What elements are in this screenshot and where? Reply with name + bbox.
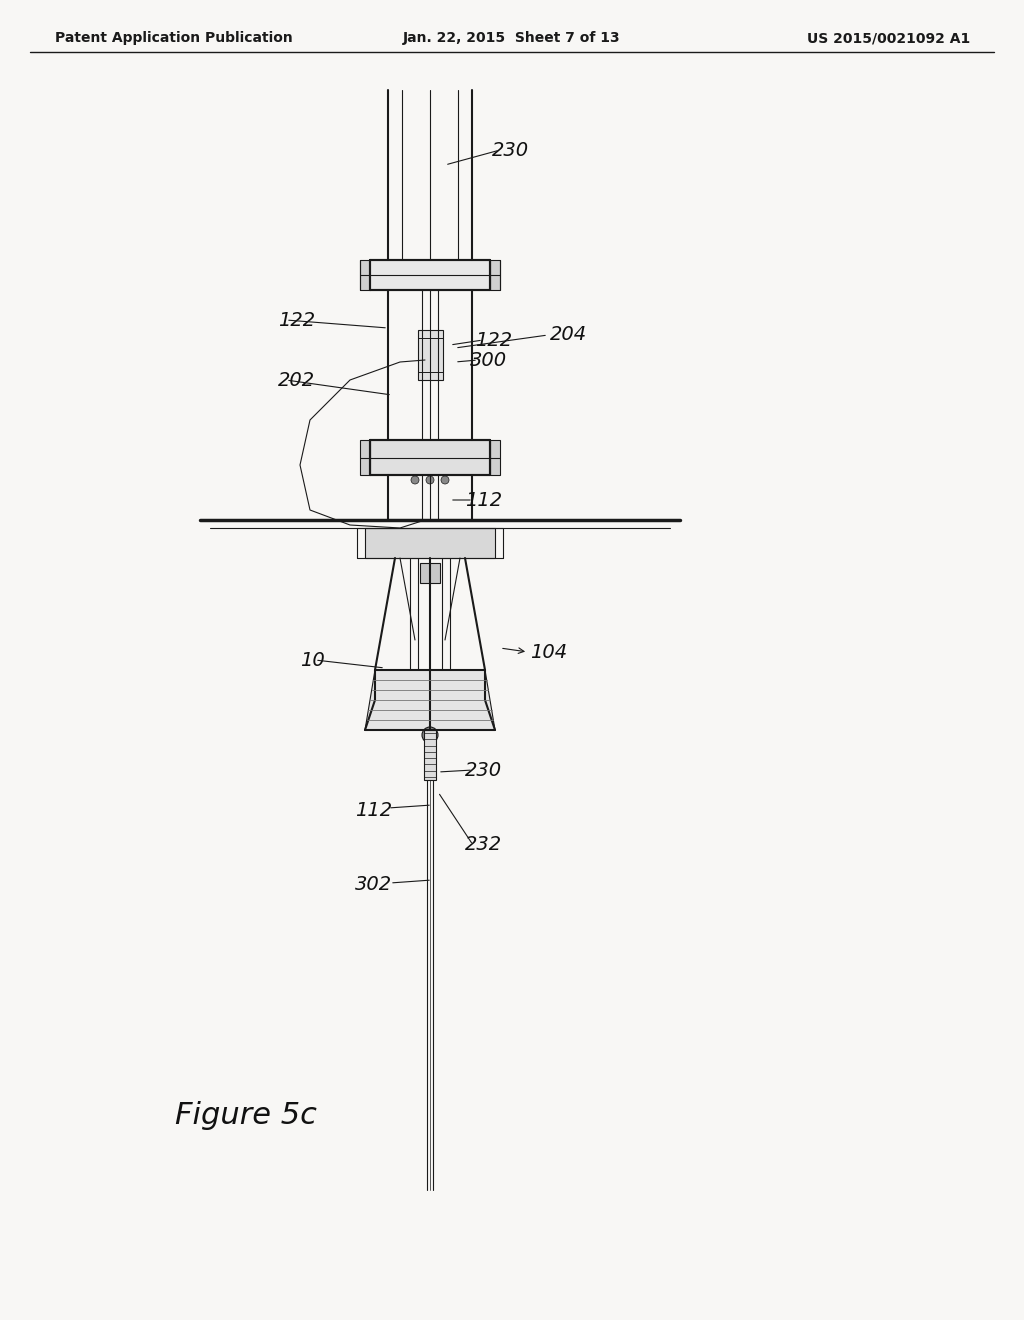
Text: 204: 204 bbox=[550, 326, 587, 345]
Text: 202: 202 bbox=[278, 371, 315, 389]
Text: 112: 112 bbox=[465, 491, 502, 510]
Circle shape bbox=[426, 477, 434, 484]
Bar bbox=[370, 260, 490, 290]
Bar bbox=[490, 440, 500, 475]
Text: 10: 10 bbox=[300, 651, 325, 669]
Text: 302: 302 bbox=[355, 875, 392, 895]
Bar bbox=[360, 260, 370, 290]
Text: Figure 5c: Figure 5c bbox=[175, 1101, 316, 1130]
Text: 232: 232 bbox=[465, 836, 502, 854]
Text: Patent Application Publication: Patent Application Publication bbox=[55, 30, 293, 45]
Circle shape bbox=[441, 477, 449, 484]
Text: 230: 230 bbox=[492, 140, 529, 160]
Bar bbox=[424, 730, 436, 780]
Text: Jan. 22, 2015  Sheet 7 of 13: Jan. 22, 2015 Sheet 7 of 13 bbox=[403, 30, 621, 45]
Text: 300: 300 bbox=[470, 351, 507, 370]
Text: 104: 104 bbox=[530, 643, 567, 661]
Bar bbox=[370, 440, 490, 475]
Bar bbox=[365, 528, 495, 558]
Text: 112: 112 bbox=[355, 800, 392, 820]
Circle shape bbox=[422, 727, 438, 743]
Bar bbox=[360, 440, 370, 475]
Text: US 2015/0021092 A1: US 2015/0021092 A1 bbox=[807, 30, 970, 45]
Text: 230: 230 bbox=[465, 760, 502, 780]
Bar bbox=[420, 564, 440, 583]
Bar bbox=[490, 260, 500, 290]
Bar bbox=[418, 330, 443, 380]
Circle shape bbox=[411, 477, 419, 484]
Text: 122: 122 bbox=[475, 330, 512, 350]
Text: 122: 122 bbox=[278, 310, 315, 330]
Polygon shape bbox=[365, 671, 495, 730]
